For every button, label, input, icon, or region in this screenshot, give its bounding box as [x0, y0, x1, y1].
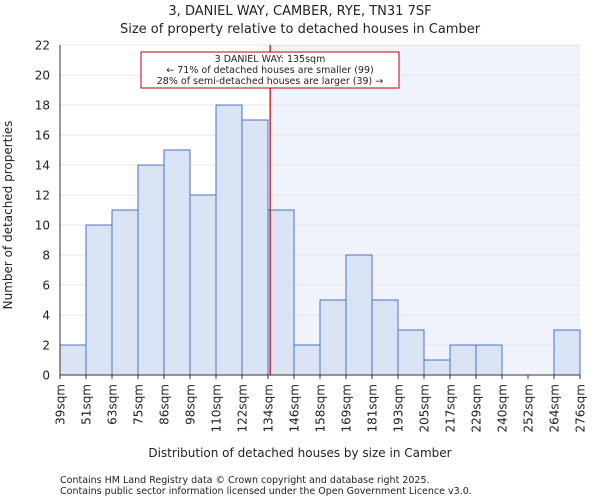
- x-tick-label: 51sqm: [80, 384, 94, 425]
- x-tick-label: 158sqm: [314, 384, 328, 432]
- bar-158sqm: [319, 299, 347, 376]
- larger-properties-highlight: [270, 45, 580, 375]
- x-tick-label: 205sqm: [418, 384, 432, 432]
- bar-217sqm: [449, 344, 477, 376]
- annotation-line-1: 3 DANIEL WAY: 135sqm: [215, 54, 326, 65]
- bar-205sqm: [423, 359, 451, 376]
- y-tick-label: 10: [35, 219, 50, 233]
- y-tick-label: 14: [35, 159, 50, 173]
- y-tick-labels: 0 2 4 6 8 10 12 14 16 18 20 22: [35, 39, 50, 383]
- bar-75sqm: [137, 164, 165, 376]
- bar-264sqm: [553, 329, 581, 376]
- x-tick-label: 146sqm: [288, 384, 302, 432]
- bar-229sqm: [475, 344, 503, 376]
- x-tick-label: 98sqm: [184, 384, 198, 425]
- bar-98sqm: [189, 194, 217, 376]
- x-tick-labels: 39sqm 51sqm 63sqm 75sqm 86sqm 98sqm 110sqm 122s…: [54, 384, 588, 432]
- y-tick-label: 20: [35, 69, 50, 83]
- x-tick-label: 169sqm: [340, 384, 354, 432]
- chart-subtitle: Size of property relative to detached ho…: [120, 22, 481, 37]
- chart-title: 3, DANIEL WAY, CAMBER, RYE, TN31 7SF: [168, 4, 431, 19]
- x-tick-label: 193sqm: [392, 384, 406, 432]
- x-tick-label: 86sqm: [158, 384, 172, 425]
- x-tick-label: 110sqm: [210, 384, 224, 432]
- axes: [59, 45, 581, 379]
- annotation-frame: [140, 51, 400, 89]
- bar-134sqm: [267, 209, 295, 376]
- bar-86sqm: [163, 149, 191, 376]
- bar-193sqm: [397, 329, 425, 376]
- annotation-line-3: 28% of semi-detached houses are larger (…: [157, 76, 384, 87]
- y-tick-label: 8: [42, 249, 50, 263]
- bar-169sqm: [345, 254, 373, 376]
- footer-line-2: Contains public sector information licen…: [60, 486, 472, 497]
- x-tick-label: 75sqm: [132, 384, 146, 425]
- x-tick-label: 240sqm: [496, 384, 510, 432]
- y-tick-label: 4: [42, 309, 50, 323]
- x-tick-label: 63sqm: [106, 384, 120, 425]
- bar-110sqm: [215, 104, 243, 376]
- y-tick-label: 6: [42, 279, 50, 293]
- y-tick-label: 16: [35, 129, 50, 143]
- x-tick-label: 134sqm: [262, 384, 276, 432]
- bars: [59, 104, 581, 376]
- x-tick-label: 264sqm: [548, 384, 562, 432]
- y-axis-label: Number of detached properties: [1, 121, 15, 310]
- x-tick-label: 229sqm: [470, 384, 484, 432]
- bar-51sqm: [85, 224, 113, 376]
- y-tick-label: 18: [35, 99, 50, 113]
- bar-181sqm: [371, 299, 399, 376]
- x-tick-label: 217sqm: [444, 384, 458, 432]
- x-tick-label: 181sqm: [366, 384, 380, 432]
- bar-39sqm: [59, 344, 87, 376]
- footer-line-1: Contains HM Land Registry data © Crown c…: [60, 475, 430, 486]
- annotation-line-2: ← 71% of detached houses are smaller (99…: [166, 65, 373, 76]
- x-tick-label: 122sqm: [236, 384, 250, 432]
- bar-63sqm: [111, 209, 139, 376]
- y-tick-label: 22: [35, 39, 50, 53]
- x-tick-label: 276sqm: [574, 384, 588, 432]
- x-tick-label: 252sqm: [522, 384, 536, 432]
- y-tick-label: 12: [35, 189, 50, 203]
- bar-122sqm: [241, 119, 269, 376]
- y-tick-label: 2: [42, 339, 50, 353]
- x-tick-label: 39sqm: [54, 384, 68, 425]
- y-tick-label: 0: [42, 369, 50, 383]
- bar-146sqm: [293, 344, 321, 376]
- annotation-box: 3 DANIEL WAY: 135sqm ← 71% of detached h…: [140, 51, 400, 89]
- x-axis-label: Distribution of detached houses by size …: [148, 446, 451, 460]
